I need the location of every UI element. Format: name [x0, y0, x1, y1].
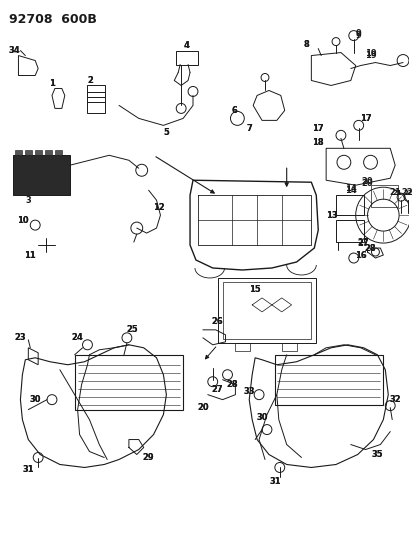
Text: 34: 34 [9, 46, 20, 55]
Text: 13: 13 [325, 211, 337, 220]
Bar [217, 278, 316, 343]
Text: 8: 8 [303, 40, 309, 49]
Text: 18: 18 [312, 138, 323, 147]
Text: 28: 28 [364, 244, 375, 253]
Bar [281, 343, 296, 351]
Text: 20: 20 [197, 403, 208, 412]
Text: 24: 24 [71, 333, 83, 342]
Text: 22: 22 [400, 188, 412, 197]
Text: 7: 7 [246, 124, 252, 133]
Text: 5: 5 [163, 128, 169, 137]
Text: 28: 28 [364, 244, 375, 253]
Bar [176, 51, 197, 64]
Text: 27: 27 [357, 238, 368, 247]
Text: 15: 15 [249, 286, 260, 294]
Text: 30: 30 [29, 395, 41, 404]
Text: 26: 26 [211, 317, 223, 326]
Text: 34: 34 [9, 46, 20, 55]
Text: 25: 25 [126, 325, 138, 334]
Text: 15: 15 [249, 286, 260, 294]
Text: 8: 8 [303, 40, 309, 49]
Text: 31: 31 [268, 477, 280, 486]
Bar [274, 355, 382, 405]
Bar [335, 220, 363, 242]
Text: 23: 23 [14, 333, 26, 342]
Bar [74, 355, 183, 410]
Text: 32: 32 [388, 395, 400, 404]
Bar [87, 85, 105, 114]
Text: 4: 4 [183, 41, 189, 50]
Text: 30: 30 [29, 395, 41, 404]
Text: 20: 20 [197, 403, 208, 412]
Text: 29: 29 [142, 453, 154, 462]
Text: 17: 17 [312, 124, 323, 133]
Text: 20: 20 [361, 177, 373, 185]
Text: 23: 23 [14, 333, 26, 342]
Text: 2: 2 [87, 76, 93, 85]
Text: 26: 26 [211, 317, 223, 326]
Text: 11: 11 [24, 251, 36, 260]
Text: 24: 24 [71, 333, 83, 342]
Text: 27: 27 [211, 385, 223, 394]
Text: 1: 1 [49, 79, 55, 88]
Text: 6: 6 [231, 106, 237, 115]
Bar [12, 155, 69, 195]
Text: 35: 35 [371, 450, 382, 459]
Bar [35, 150, 42, 155]
Text: 9: 9 [355, 29, 361, 38]
Text: 9: 9 [355, 31, 361, 40]
Text: 31: 31 [268, 477, 280, 486]
Bar [45, 150, 52, 155]
Text: 19: 19 [364, 49, 375, 58]
Text: 4: 4 [183, 41, 189, 50]
Text: 17: 17 [359, 114, 370, 123]
Text: 27: 27 [357, 239, 368, 247]
Text: 21: 21 [392, 190, 401, 196]
Text: 17: 17 [359, 114, 370, 123]
Text: 3: 3 [25, 196, 31, 205]
Text: 33: 33 [243, 387, 254, 396]
Text: 33: 33 [243, 387, 254, 396]
Text: 31: 31 [22, 465, 34, 474]
Text: 7: 7 [246, 124, 252, 133]
Bar [370, 185, 397, 207]
Text: 2: 2 [87, 76, 93, 85]
Text: 29: 29 [142, 453, 154, 462]
Text: 21: 21 [388, 188, 400, 197]
Text: 28: 28 [226, 380, 238, 389]
Text: 14: 14 [344, 184, 356, 193]
Text: 10: 10 [17, 216, 28, 224]
Text: 12: 12 [152, 203, 164, 212]
Bar [222, 282, 311, 339]
Text: 35: 35 [371, 450, 382, 459]
Text: 31: 31 [22, 465, 34, 474]
Text: 5: 5 [163, 128, 169, 137]
Text: 11: 11 [24, 251, 36, 260]
Text: 22: 22 [402, 190, 412, 196]
Text: 16: 16 [354, 251, 366, 260]
Text: 18: 18 [312, 138, 323, 147]
Bar [25, 150, 32, 155]
Text: 25: 25 [126, 325, 138, 334]
Text: 10: 10 [17, 216, 28, 224]
Bar [15, 150, 22, 155]
Text: 19: 19 [364, 51, 375, 60]
Text: 32: 32 [388, 395, 400, 404]
Text: 13: 13 [325, 211, 337, 220]
Text: 1: 1 [49, 79, 55, 88]
Text: 20: 20 [361, 179, 373, 188]
Text: 14: 14 [344, 185, 356, 195]
Text: 28: 28 [226, 380, 238, 389]
Text: 6: 6 [231, 106, 237, 115]
Text: 92708  600B: 92708 600B [9, 13, 96, 26]
Text: 27: 27 [211, 385, 223, 394]
Text: 12: 12 [152, 203, 164, 212]
Text: 30: 30 [256, 413, 267, 422]
Text: 30: 30 [256, 413, 267, 422]
Bar [55, 150, 62, 155]
Text: 17: 17 [312, 124, 323, 133]
Text: 16: 16 [354, 251, 366, 260]
Bar [335, 195, 363, 215]
Bar [235, 343, 249, 351]
